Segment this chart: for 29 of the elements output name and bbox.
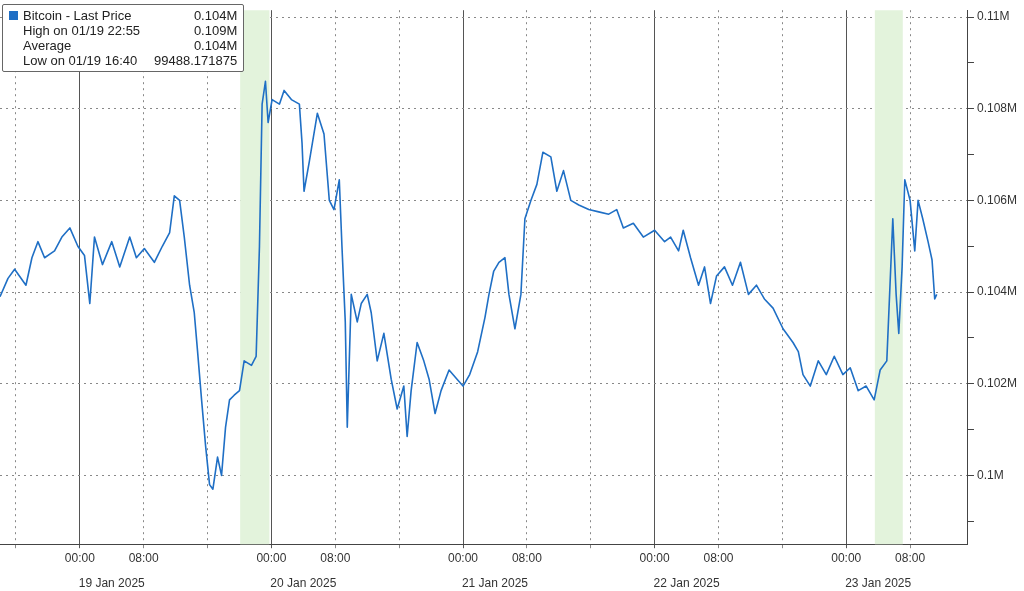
annotation: Low on 01/19 16:40	[23, 53, 139, 68]
annotation: Average	[23, 38, 73, 53]
x-tick-label: 00:00	[448, 550, 479, 565]
y-tick-label: 0.102M	[976, 376, 1018, 391]
x-tick-label: 08:00	[128, 550, 160, 565]
y-tick-label: 0.106M	[976, 192, 1018, 207]
x-tick-label: 08:00	[895, 550, 926, 565]
annotation: High on 01/19 22:55	[23, 23, 142, 38]
y-tick-label: 0.11M	[976, 9, 1010, 24]
annotation: 0.104M	[192, 8, 238, 23]
y-tick-label: 0.104M	[976, 284, 1018, 299]
y-tick-label: 0.1M	[976, 467, 1004, 482]
legend-label: Bitcoin - Last Price	[23, 8, 133, 23]
x-tick-label: 08:00	[703, 550, 734, 565]
x-tick-label: 08:00	[320, 550, 351, 565]
x-tick-label: 00:00	[639, 550, 670, 565]
x2-tick-label: 22 Jan 2025	[653, 576, 720, 591]
x-tick-label: 00:00	[64, 550, 96, 565]
annotation: 0.104M	[192, 38, 238, 53]
x2-tick-label: 23 Jan 2025	[845, 576, 912, 591]
x2-tick-label: 19 Jan 2025	[78, 576, 146, 591]
x-tick-label: 00:00	[256, 550, 287, 565]
x2-tick-label: 21 Jan 2025	[461, 576, 529, 591]
annotation: 0.109M	[192, 23, 238, 38]
annotation: 99488.171875	[154, 53, 238, 68]
x-tick-label: 08:00	[511, 550, 543, 565]
x2-tick-label: 20 Jan 2025	[270, 576, 337, 591]
y-tick-label: 0.108M	[976, 101, 1018, 116]
x-tick-label: 00:00	[831, 550, 862, 565]
